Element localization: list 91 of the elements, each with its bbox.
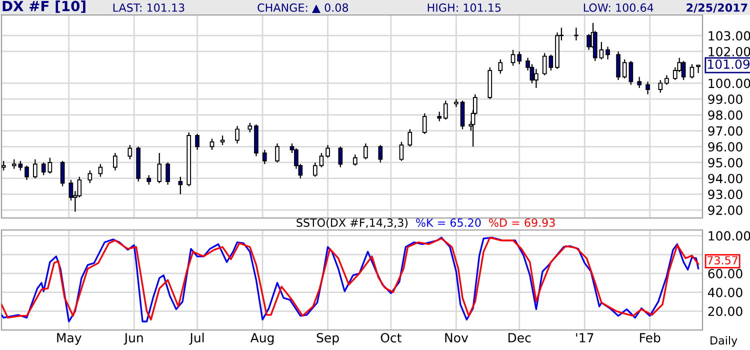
candlestick <box>98 164 103 178</box>
candlestick <box>235 125 240 144</box>
candlestick <box>378 144 383 164</box>
y-tick-label: 102.00 <box>708 46 750 56</box>
y-tick-label: 100.00 <box>708 78 750 88</box>
candlestick <box>599 41 604 60</box>
x-tick-label: '17 <box>576 333 594 342</box>
candlestick <box>18 160 23 171</box>
candlestick <box>622 58 627 79</box>
x-tick-label: Nov <box>445 333 468 342</box>
candlestick <box>574 27 578 41</box>
candlestick <box>408 128 412 148</box>
candlestick <box>24 165 29 180</box>
candlestick <box>2 160 6 171</box>
candlestick <box>33 158 38 179</box>
candlestick <box>178 176 183 195</box>
candlestick <box>646 81 650 95</box>
y-tick-label: 40.00 <box>708 288 742 298</box>
text: LOW: 100.64 <box>584 3 654 12</box>
x-tick-label: Aug <box>250 333 274 345</box>
y-tick-label: 94.00 <box>708 174 742 184</box>
chart-title: SSTO(DX #F,14,3,3) <box>296 218 408 228</box>
candlestick <box>444 100 448 120</box>
candlestick <box>534 68 538 89</box>
y-tick-label: 97.00 <box>708 126 742 136</box>
candlestick <box>60 160 65 187</box>
candlestick <box>275 142 280 164</box>
x-tick-label: Oct <box>380 333 402 342</box>
candlestick <box>586 33 591 50</box>
candlestick <box>437 111 442 122</box>
candlestick <box>517 50 522 65</box>
y-tick-label: 60.00 <box>708 268 742 278</box>
x-tick-label: Jun <box>124 333 143 345</box>
y-tick-label: 103.00 <box>708 31 750 41</box>
candlestick <box>460 100 465 130</box>
y-tick-label: 99.00 <box>708 94 742 104</box>
x-tick-label: May <box>57 333 82 345</box>
y-tick-label: 96.00 <box>708 142 742 152</box>
candlestick <box>548 54 554 72</box>
candlestick <box>616 50 620 81</box>
candlestick <box>262 149 267 165</box>
x-tick-label: Jul <box>189 332 204 345</box>
y-tick-label: 98.00 <box>708 110 742 120</box>
candlestick <box>12 158 16 170</box>
candlestick <box>696 64 700 74</box>
chart-title: DX #F [10] <box>2 0 86 13</box>
x-tick-label: Feb <box>640 332 660 342</box>
candlestick <box>128 144 132 160</box>
candlestick <box>606 46 610 60</box>
x-tick-label: Sep <box>316 333 339 345</box>
candlestick <box>422 112 427 134</box>
text: LAST: 101.13 <box>113 3 184 12</box>
candlestick <box>628 60 634 86</box>
candlestick <box>166 162 170 186</box>
candlestick <box>658 79 663 94</box>
y-tick-label: 95.00 <box>708 158 742 168</box>
candlestick <box>664 74 669 86</box>
candlestick <box>510 49 516 66</box>
candlestick <box>542 52 547 76</box>
candlestick <box>326 144 330 158</box>
y-tick-label: 93.00 <box>708 190 742 200</box>
text: Daily <box>710 336 738 347</box>
text: HIGH: 101.15 <box>428 3 501 12</box>
y-tick-label: 92.00 <box>708 206 742 215</box>
candlestick <box>681 60 686 81</box>
candlestick <box>364 142 368 160</box>
candlestick <box>248 122 252 133</box>
candlestick <box>146 174 152 186</box>
candlestick <box>399 141 404 162</box>
candlestick <box>312 162 318 178</box>
candlestick <box>690 64 694 79</box>
candlestick <box>637 76 642 89</box>
series-label: %K = 65.20 <box>416 218 481 227</box>
candlestick <box>338 146 343 168</box>
x-tick-label: Dec <box>508 333 531 342</box>
candlestick <box>498 58 503 74</box>
candlestick <box>210 138 214 150</box>
candlestick <box>352 154 358 166</box>
y-tick-label: 100.00 <box>708 231 750 241</box>
candlestick <box>157 152 162 184</box>
text: 73.57 <box>708 256 738 264</box>
text: 2/25/2017 <box>686 3 748 13</box>
candlestick <box>113 152 118 171</box>
text: CHANGE: ▲ 0.08 <box>258 3 348 14</box>
y-tick-label: 20.00 <box>708 306 742 316</box>
candlestick <box>319 152 324 168</box>
series-label: %D = 69.93 <box>489 218 555 227</box>
text: 101.09 <box>708 59 750 69</box>
candlestick <box>195 133 200 150</box>
candlestick <box>88 170 92 184</box>
candlestick <box>220 134 225 146</box>
